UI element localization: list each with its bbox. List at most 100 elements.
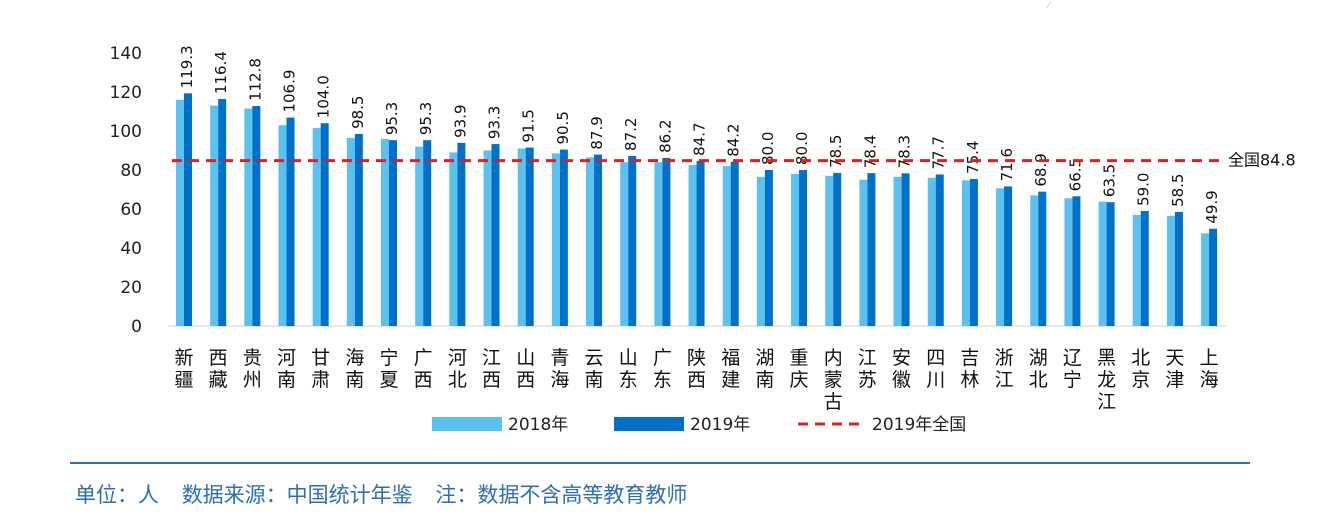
data-label: 84.2 (725, 123, 743, 156)
bar-2018 (551, 153, 560, 326)
category-label-char: 西 (516, 369, 535, 391)
category-label-char: 京 (1131, 369, 1150, 391)
national-average-label: 全国84.8 (1228, 151, 1296, 170)
category-label-char: 北 (448, 369, 467, 391)
y-tick-label: 80 (120, 161, 142, 181)
y-tick-label: 60 (120, 200, 142, 220)
y-tick-label: 0 (131, 317, 142, 337)
bar-2019 (252, 106, 261, 326)
data-label: 93.3 (486, 106, 504, 139)
legend-swatch-2018 (432, 417, 502, 431)
bars-layer (176, 93, 1218, 327)
bar-2018 (961, 180, 970, 326)
bar-2018 (620, 162, 629, 326)
category-label-char: 海 (1200, 369, 1219, 391)
bar-2019 (218, 99, 227, 327)
bar-2018 (278, 125, 287, 327)
bar-2018 (381, 138, 390, 326)
data-label: 91.5 (520, 109, 538, 142)
bar-2018 (722, 166, 731, 326)
bar-2018 (517, 148, 526, 326)
bar-2018 (1064, 198, 1073, 326)
bar-2018 (586, 157, 595, 326)
category-label-char: 湖 (755, 347, 774, 369)
category-label-char: 福 (721, 347, 740, 369)
category-label-char: 辽 (1063, 347, 1082, 369)
data-label: 90.5 (554, 111, 572, 144)
bar-2018 (996, 188, 1005, 326)
bar-2018 (825, 175, 834, 326)
bar-2019 (320, 123, 329, 326)
bar-2019 (457, 142, 466, 326)
category-label-char: 州 (243, 369, 262, 391)
category-label-char: 津 (1165, 369, 1184, 391)
bar-2019 (594, 154, 603, 326)
bar-2019 (628, 155, 637, 326)
category-label-char: 安 (892, 347, 911, 369)
bar-2019 (1106, 202, 1115, 326)
data-label: 80.0 (759, 132, 777, 165)
data-label: 106.9 (281, 70, 299, 113)
data-label: 63.5 (1101, 164, 1119, 197)
category-label-char: 龙 (1097, 369, 1116, 391)
category-label-char: 吉 (960, 347, 979, 369)
bar-chart: 0 20 40 60 80 100 120 140 119.3 116.4 112.8 106.9 1… (110, 44, 1296, 435)
category-label-char: 上 (1200, 347, 1219, 369)
category-label-char: 重 (790, 347, 809, 369)
bar-2019 (423, 140, 432, 326)
bar-2019 (833, 172, 842, 326)
bar-2018 (1030, 195, 1039, 326)
data-label: 87.9 (588, 116, 606, 149)
category-label-char: 西 (482, 369, 501, 391)
bar-2019 (491, 144, 500, 326)
legend: 2018年 2019年 2019年全国 (432, 415, 966, 435)
category-label-char: 广 (414, 347, 433, 369)
category-label-char: 古 (824, 391, 843, 413)
data-label: 78.3 (896, 135, 914, 168)
data-label: 49.9 (1203, 190, 1221, 223)
data-label: 59.0 (1135, 173, 1153, 206)
bar-2019 (559, 149, 568, 326)
category-label-char: 宁 (380, 347, 399, 369)
y-tick-label: 120 (110, 83, 142, 103)
data-label: 87.2 (622, 118, 640, 151)
y-tick-label: 100 (110, 122, 142, 142)
bar-2018 (756, 176, 765, 326)
bar-2019 (1072, 196, 1081, 326)
category-label-char: 内 (824, 347, 843, 369)
data-label: 77.7 (930, 136, 948, 169)
category-label-char: 黑 (1097, 347, 1116, 369)
category-label-char: 宁 (1063, 369, 1082, 391)
legend-swatch-2019 (614, 417, 684, 431)
data-label: 116.4 (212, 51, 230, 94)
category-label-char: 四 (926, 347, 945, 369)
category-label-char: 徽 (892, 369, 911, 391)
data-label: 66.5 (1066, 158, 1084, 191)
category-label-char: 山 (619, 347, 638, 369)
bar-2019 (730, 161, 739, 326)
bar-2019 (184, 93, 192, 327)
bar-2018 (483, 150, 492, 326)
bar-2018 (210, 105, 219, 327)
category-label-char: 江 (995, 369, 1014, 391)
category-label-char: 江 (858, 347, 877, 369)
category-label-char: 北 (1131, 347, 1150, 369)
bar-2019 (1004, 186, 1013, 326)
category-label-char: 江 (482, 347, 501, 369)
category-label-char: 贵 (243, 347, 262, 369)
y-tick-label: 40 (120, 239, 142, 259)
bar-2019 (764, 170, 773, 326)
category-label-char: 湖 (1029, 347, 1048, 369)
category-label-char: 海 (550, 369, 569, 391)
bar-2018 (688, 165, 697, 326)
bar-2018 (312, 128, 321, 326)
category-label-char: 山 (516, 347, 535, 369)
data-label: 104.0 (315, 75, 333, 118)
data-label: 95.3 (383, 102, 401, 135)
category-label-char: 青 (550, 347, 569, 369)
data-label: 86.2 (656, 120, 674, 153)
reference-line-layer: 全国84.8 (172, 151, 1296, 170)
bar-2018 (1201, 233, 1210, 326)
data-label: 119.3 (178, 45, 196, 88)
data-label: 68.9 (1032, 153, 1050, 186)
